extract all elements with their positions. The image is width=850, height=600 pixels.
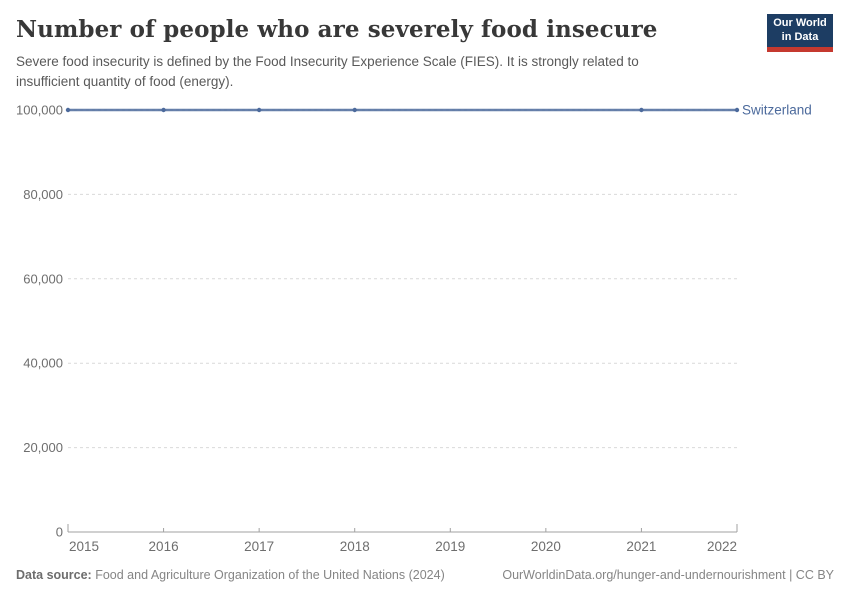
data-point-2018[interactable] (352, 107, 357, 113)
y-axis-tick-label: 40,000 (23, 356, 63, 371)
data-point-2016[interactable] (161, 107, 166, 113)
x-axis-tick-label: 2016 (149, 539, 179, 554)
owid-logo[interactable]: Our World in Data (767, 14, 833, 52)
chart-footer: Data source: Food and Agriculture Organi… (16, 568, 834, 582)
data-source-text: Food and Agriculture Organization of the… (95, 568, 445, 582)
data-source-label: Data source: (16, 568, 92, 582)
citation-link[interactable]: OurWorldinData.org/hunger-and-undernouri… (502, 568, 834, 582)
x-axis-tick-label: 2019 (435, 539, 465, 554)
owid-logo-line1: Our World (773, 16, 827, 29)
x-axis-tick-label: 2022 (707, 539, 737, 554)
y-axis-tick-label: 20,000 (23, 440, 63, 455)
data-source: Data source: Food and Agriculture Organi… (16, 568, 445, 582)
x-axis-tick-label: 2021 (626, 539, 656, 554)
data-point-2022[interactable] (734, 107, 740, 113)
x-axis-tick-label: 2015 (69, 539, 99, 554)
x-axis-tick-label: 2018 (340, 539, 370, 554)
page-title: Number of people who are severely food i… (16, 16, 658, 43)
data-point-2017[interactable] (256, 107, 262, 113)
chart-subtitle: Severe food insecurity is defined by the… (16, 54, 639, 90)
data-point-2015[interactable] (65, 107, 71, 113)
x-axis-tick-label: 2017 (244, 539, 274, 554)
y-axis-tick-label: 80,000 (23, 187, 63, 202)
y-axis-tick-label: 100,000 (16, 103, 63, 118)
y-axis-tick-label: 60,000 (23, 271, 63, 286)
owid-logo-line2: in Data (781, 30, 819, 43)
series-label[interactable]: Switzerland (742, 103, 812, 118)
y-axis-tick-label: 0 (56, 525, 63, 540)
x-axis-tick-label: 2020 (531, 539, 561, 554)
data-point-2021[interactable] (639, 107, 644, 113)
